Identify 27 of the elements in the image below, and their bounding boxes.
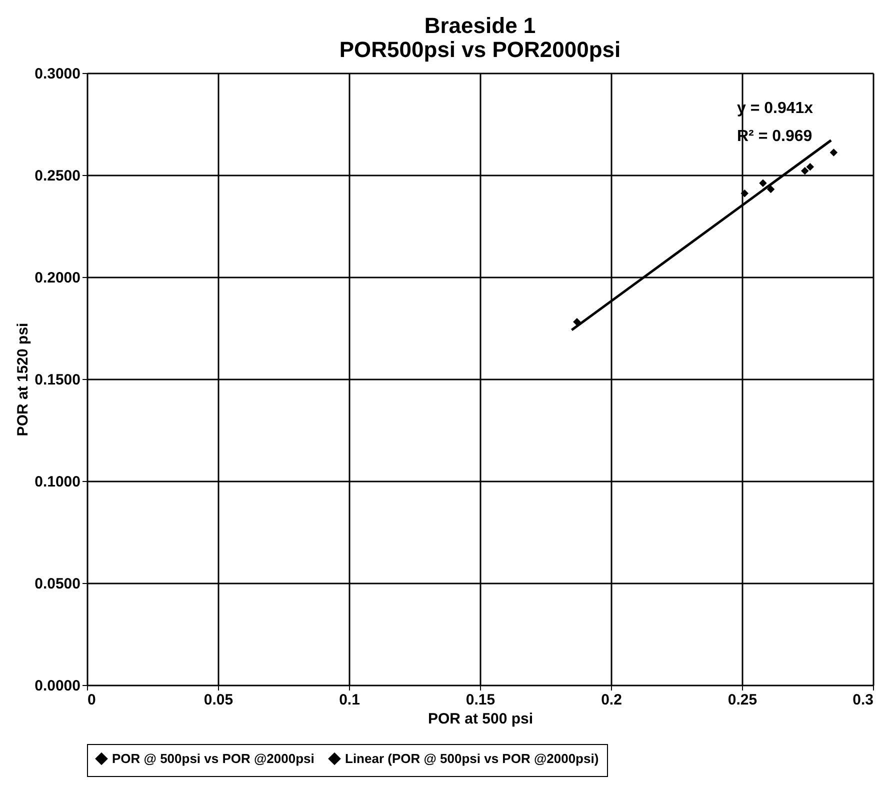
x-tick-label: 0.3: [852, 692, 874, 708]
legend-label: Linear (POR @ 500psi vs POR @2000psi): [345, 750, 599, 766]
x-axis-title: POR at 500 psi: [428, 710, 534, 728]
legend-label: POR @ 500psi vs POR @2000psi: [112, 750, 314, 766]
y-tick-label: 0.2500: [34, 168, 80, 184]
point: [830, 148, 838, 156]
point: [801, 167, 809, 175]
y-tick-label: 0.0000: [34, 678, 80, 694]
point: [759, 179, 767, 188]
y-tick-label: 0.0500: [34, 576, 80, 592]
y-tick-label: 0.2000: [34, 270, 80, 286]
x-tick-label: 0: [88, 692, 96, 708]
x-tick-label: 0.1: [339, 692, 360, 708]
y-axis-title: POR at 1520 psi: [14, 322, 32, 436]
x-tick-label: 0.15: [466, 692, 496, 708]
point: [806, 162, 814, 171]
x-tick-label: 0.05: [204, 692, 234, 708]
y-tick-label: 0.1000: [34, 474, 80, 490]
text: POR500psi vs POR2000psi: [339, 37, 621, 62]
point: [740, 189, 748, 198]
point: [766, 185, 775, 194]
text: Braeside 1: [424, 13, 536, 38]
x-tick-label: 0.2: [601, 692, 622, 708]
point: [573, 318, 581, 326]
y-tick-label: 0.3000: [34, 66, 80, 82]
x-tick-label: 0.25: [728, 692, 758, 708]
y-tick-label: 0.1500: [34, 372, 80, 388]
